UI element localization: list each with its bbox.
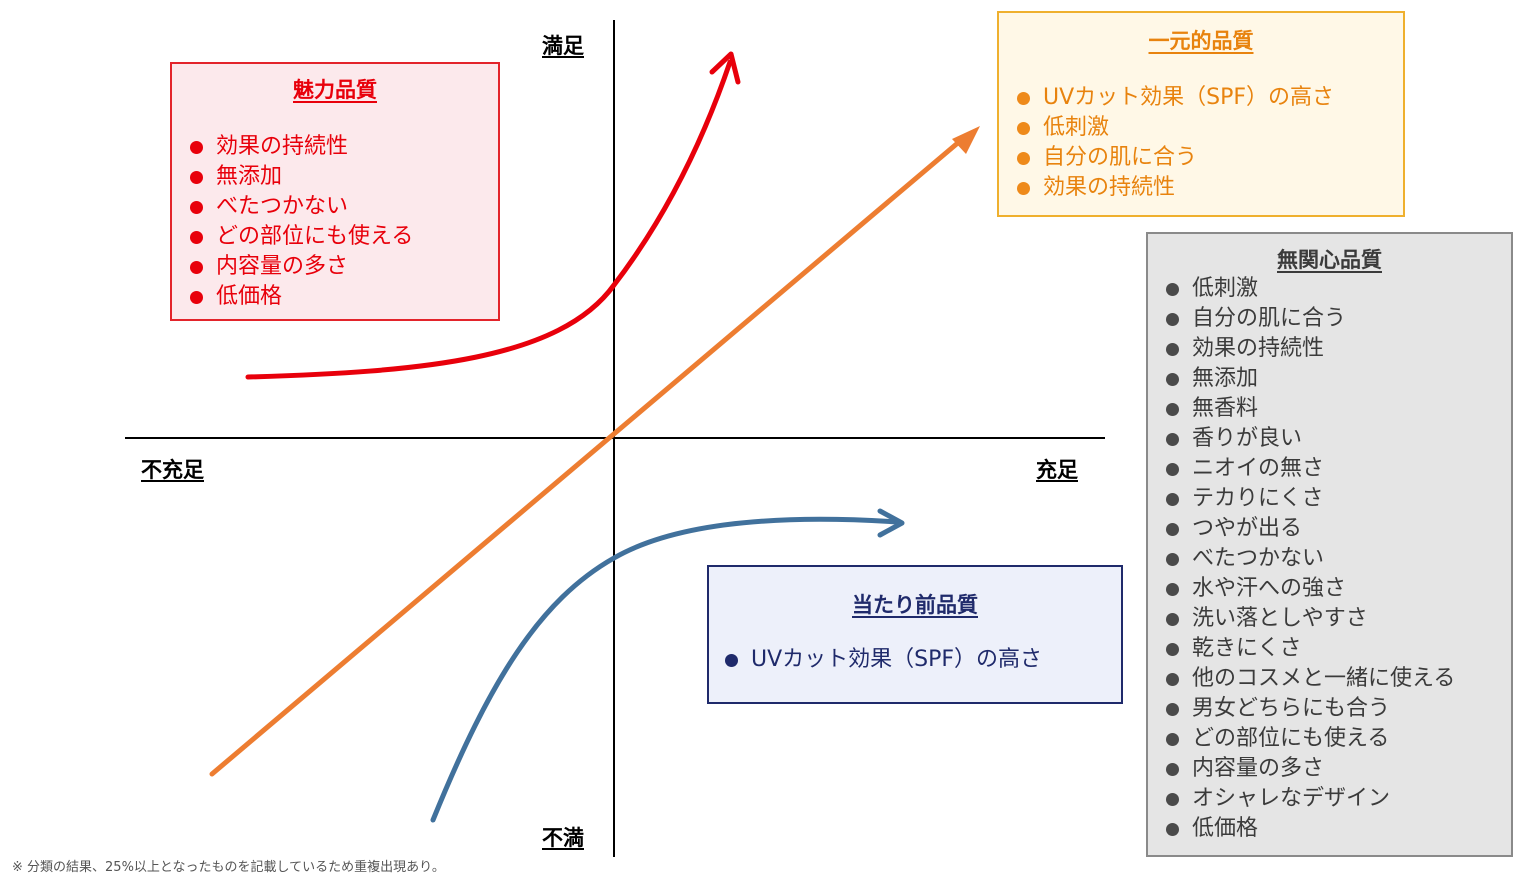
list-item: どの部位にも使える [1166,724,1511,754]
list-item: 乾きにくさ [1166,634,1511,664]
axis-label-unfulfilled: 不充足 [141,458,204,482]
attractive-quality-box: 魅力品質 効果の持続性 無添加 べたつかない どの部位にも使える 内容量の多さ … [170,62,500,321]
list-item: 無香料 [1166,394,1511,424]
list-item: 低刺激 [1017,113,1403,143]
axis-label-satisfied: 満足 [542,34,584,58]
list-item: 内容量の多さ [1166,754,1511,784]
list-item: 低価格 [1166,814,1511,844]
list-item: 洗い落としやすさ [1166,604,1511,634]
list-item: 他のコスメと一緒に使える [1166,664,1511,694]
one-dimensional-quality-line [209,133,969,777]
list-item: べたつかない [190,192,498,222]
must-be-quality-curve [430,516,901,823]
list-item: 男女どちらにも合う [1166,694,1511,724]
list-item: 効果の持続性 [190,132,498,162]
list-item: 自分の肌に合う [1166,304,1511,334]
list-item: どの部位にも使える [190,222,498,252]
list-item: 内容量の多さ [190,252,498,282]
footnote: ※ 分類の結果、25%以上となったものを記載しているため重複出現あり。 [12,860,445,875]
list-item: 自分の肌に合う [1017,143,1403,173]
attractive-arrowhead [709,51,741,85]
list-item: 効果の持続性 [1017,173,1403,203]
list-item: 低刺激 [1166,274,1511,304]
list-item: 低価格 [190,282,498,312]
attractive-quality-curve [245,59,733,380]
indifferent-quality-list: 低刺激 自分の肌に合う 効果の持続性 無添加 無香料 香りが良い ニオイの無さ … [1166,274,1511,844]
one-dimensional-arrowhead [952,126,980,154]
attractive-quality-list: 効果の持続性 無添加 べたつかない どの部位にも使える 内容量の多さ 低価格 [190,132,498,312]
list-item: 香りが良い [1166,424,1511,454]
axis-label-dissatisfied: 不満 [542,826,584,850]
list-item: 水や汗への強さ [1166,574,1511,604]
one-dimensional-quality-title: 一元的品質 [1148,29,1254,53]
list-item: ニオイの無さ [1166,454,1511,484]
list-item: 無添加 [190,162,498,192]
list-item: つやが出る [1166,514,1511,544]
list-item: UVカット効果（SPF）の高さ [725,645,1121,675]
one-dimensional-quality-box: 一元的品質 UVカット効果（SPF）の高さ 低刺激 自分の肌に合う 効果の持続性 [997,11,1405,217]
attractive-quality-title: 魅力品質 [293,78,377,102]
must-be-arrowhead [877,508,905,538]
list-item: べたつかない [1166,544,1511,574]
one-dimensional-quality-list: UVカット効果（SPF）の高さ 低刺激 自分の肌に合う 効果の持続性 [1017,83,1403,203]
must-be-quality-box: 当たり前品質 UVカット効果（SPF）の高さ [707,565,1123,704]
indifferent-quality-title: 無関心品質 [1277,248,1382,272]
indifferent-quality-box: 無関心品質 低刺激 自分の肌に合う 効果の持続性 無添加 無香料 香りが良い ニ… [1146,232,1513,857]
must-be-quality-list: UVカット効果（SPF）の高さ [725,645,1121,675]
list-item: 効果の持続性 [1166,334,1511,364]
must-be-quality-title: 当たり前品質 [852,593,978,617]
list-item: 無添加 [1166,364,1511,394]
list-item: UVカット効果（SPF）の高さ [1017,83,1403,113]
list-item: テカりにくさ [1166,484,1511,514]
list-item: オシャレなデザイン [1166,784,1511,814]
axis-label-fulfilled: 充足 [1036,458,1078,482]
